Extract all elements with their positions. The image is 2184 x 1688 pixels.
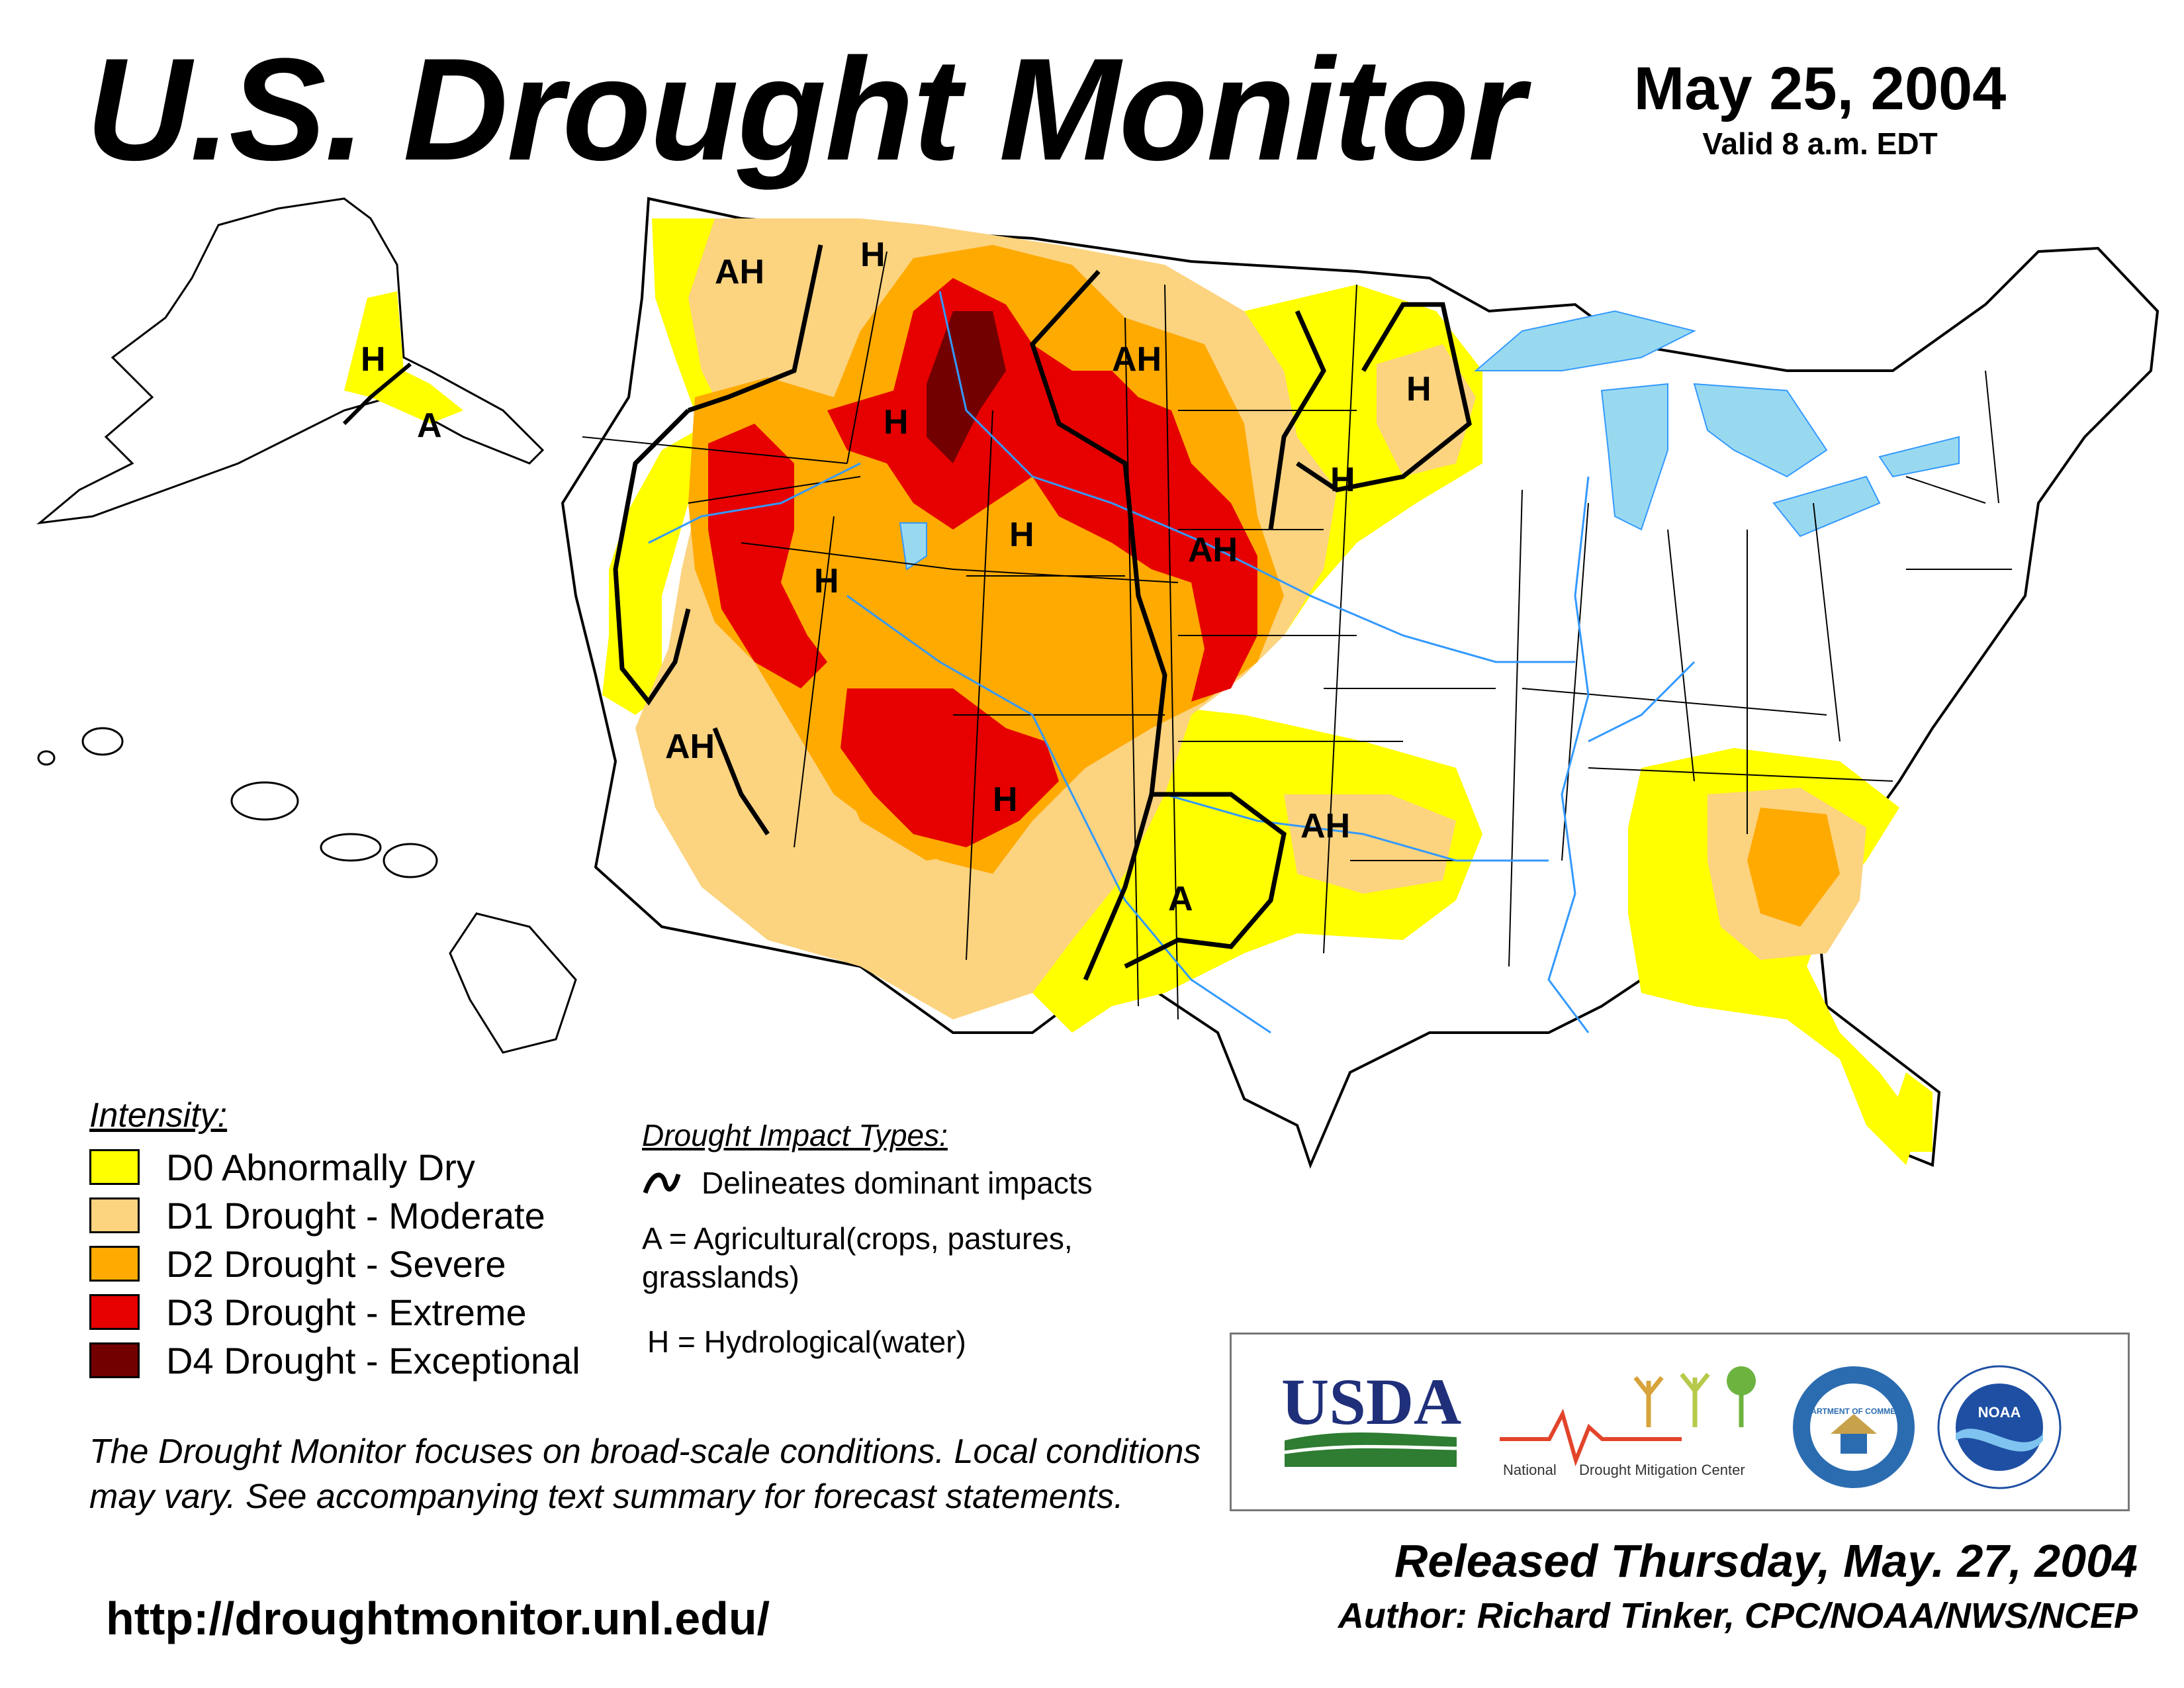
legend-label: D0 Abnormally Dry [166,1146,475,1188]
page-title: U.S. Drought Monitor [86,28,1525,191]
usda-wordmark: USDA [1281,1365,1461,1438]
website-link[interactable]: http://droughtmonitor.unl.edu/ [106,1593,770,1644]
impact-label-group: AH H H A H AH AH H H AH AH H A H H [361,236,1432,918]
impact-label: AH [1188,531,1238,569]
map-date: May 25, 2004 [1633,55,2007,122]
legend-label: D2 Drought - Severe [166,1243,506,1285]
impact-lines [613,244,1472,981]
impact-label: H [814,562,839,600]
legend-swatch [89,1197,140,1233]
commerce-seal: DEPARTMENT OF COMMERCE [1793,1366,1915,1488]
impact-types-title: Drought Impact Types: [642,1118,948,1152]
ndmc-text-right: Drought Mitigation Center [1579,1462,1745,1478]
ndmc-text-left: National [1503,1462,1557,1478]
impact-label: AH [715,253,764,291]
impact-label: H [1330,461,1355,499]
legend-item-d2: D2 Drought - Severe [89,1241,506,1287]
legend-swatch [89,1149,140,1185]
impact-label: H [884,403,909,442]
impact-hydrological: H = Hydrological(water) [647,1325,966,1359]
impact-line-label: Delineates dominant impacts [702,1166,1093,1200]
great-lakes [899,310,1960,571]
released-date: Released Thursday, May. 27, 2004 [1394,1535,2138,1587]
impact-line-legend: Delineates dominant impacts [642,1165,1093,1201]
impact-label: AH [1112,340,1161,379]
squiggle-line-icon [643,1172,681,1194]
alaska-impact-line [342,362,412,426]
impact-label: AH [665,727,715,766]
state-borders [582,251,2012,1020]
valid-time: Valid 8 a.m. EDT [1702,126,1938,161]
rivers [648,291,1696,1034]
usda-logo: USDA [1281,1365,1461,1467]
legend-item-d0: D0 Abnormally Dry [89,1144,475,1190]
legend-swatch [89,1342,140,1378]
legend-label: D1 Drought - Moderate [166,1194,545,1237]
alaska-d0-area [344,291,463,424]
commerce-seal-text: DEPARTMENT OF COMMERCE [1795,1407,1912,1416]
legend-item-d3: D3 Drought - Extreme [89,1289,527,1335]
legend-label: D4 Drought - Exceptional [166,1339,580,1382]
legend-item-d1: D1 Drought - Moderate [89,1192,545,1239]
legend-swatch [89,1294,140,1330]
impact-label: H [860,236,886,274]
alaska-outline [36,197,545,525]
noaa-logo: NOAA [1937,1365,2062,1489]
agency-logos-box: USDA National Drought Mitigation Center … [1230,1333,2130,1511]
impact-label: A [417,406,442,445]
disclaimer-text: The Drought Monitor focuses on broad-sca… [89,1432,1201,1516]
impact-label: A [1168,880,1193,918]
ndmc-logo: National Drought Mitigation Center [1500,1366,1756,1478]
hawaii-islands [37,727,577,1054]
impact-label: H [1406,370,1432,408]
agency-logos: USDA National Drought Mitigation Center … [1281,1365,2062,1489]
legend-title: Intensity: [89,1096,228,1135]
legend-item-d4: D4 Drought - Exceptional [89,1337,580,1383]
impact-label: H [1009,516,1034,554]
impact-label: H [993,780,1018,819]
impact-label: H [361,340,386,379]
impact-label: AH [1300,807,1350,845]
author-credit: Author: Richard Tinker, CPC/NOAA/NWS/NCE… [1338,1596,2138,1636]
d4-exceptional-drought-areas [927,311,1006,463]
noaa-wordmark: NOAA [1978,1404,2021,1421]
drought-map: AH H H A H AH AH H H AH AH H A H H [36,197,2160,1169]
legend-label: D3 Drought - Extreme [166,1291,527,1333]
impact-agricultural: A = Agricultural(crops, pastures, grassl… [642,1221,1073,1294]
legend-swatch [89,1246,140,1282]
